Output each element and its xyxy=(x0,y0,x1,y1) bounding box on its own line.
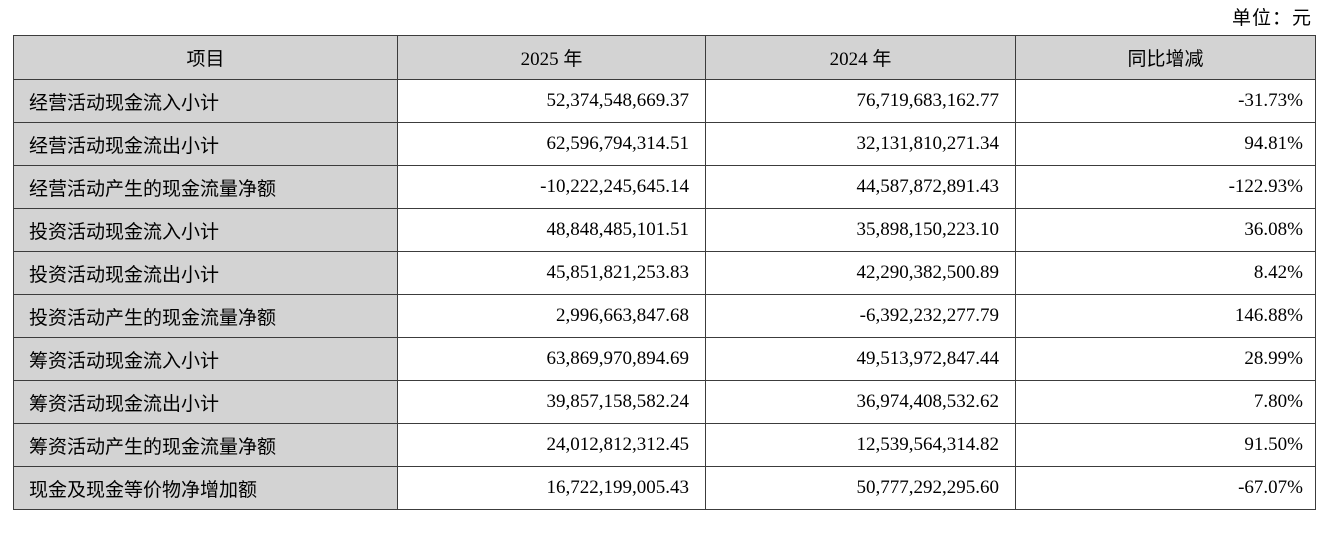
yoy-value: -67.07% xyxy=(1015,466,1316,510)
yoy-value: 91.50% xyxy=(1015,423,1316,467)
table-row: 投资活动现金流出小计 45,851,821,253.83 42,290,382,… xyxy=(13,251,1316,295)
table-row: 经营活动产生的现金流量净额 -10,222,245,645.14 44,587,… xyxy=(13,165,1316,209)
yoy-value: 7.80% xyxy=(1015,380,1316,424)
yoy-value: 8.42% xyxy=(1015,251,1316,295)
yoy-value: 146.88% xyxy=(1015,294,1316,338)
row-item-label: 投资活动现金流出小计 xyxy=(13,251,398,295)
yoy-value: -31.73% xyxy=(1015,79,1316,123)
value-2024: 49,513,972,847.44 xyxy=(705,337,1016,381)
table-row: 投资活动现金流入小计 48,848,485,101.51 35,898,150,… xyxy=(13,208,1316,252)
table-row: 筹资活动产生的现金流量净额 24,012,812,312.45 12,539,5… xyxy=(13,423,1316,467)
value-2025: 62,596,794,314.51 xyxy=(397,122,706,166)
table-row: 经营活动现金流入小计 52,374,548,669.37 76,719,683,… xyxy=(13,79,1316,123)
row-item-label: 投资活动现金流入小计 xyxy=(13,208,398,252)
row-item-label: 筹资活动现金流入小计 xyxy=(13,337,398,381)
value-2025: 52,374,548,669.37 xyxy=(397,79,706,123)
yoy-value: -122.93% xyxy=(1015,165,1316,209)
value-2024: 76,719,683,162.77 xyxy=(705,79,1016,123)
header-item: 项目 xyxy=(13,35,398,80)
header-2025: 2025 年 xyxy=(397,35,706,80)
value-2024: 50,777,292,295.60 xyxy=(705,466,1016,510)
value-2024: 42,290,382,500.89 xyxy=(705,251,1016,295)
value-2025: 48,848,485,101.51 xyxy=(397,208,706,252)
value-2025: 39,857,158,582.24 xyxy=(397,380,706,424)
yoy-value: 36.08% xyxy=(1015,208,1316,252)
value-2025: 45,851,821,253.83 xyxy=(397,251,706,295)
row-item-label: 经营活动产生的现金流量净额 xyxy=(13,165,398,209)
value-2024: -6,392,232,277.79 xyxy=(705,294,1016,338)
table-row: 经营活动现金流出小计 62,596,794,314.51 32,131,810,… xyxy=(13,122,1316,166)
row-item-label: 经营活动现金流出小计 xyxy=(13,122,398,166)
unit-label: 单位：元 xyxy=(1231,8,1312,29)
header-yoy-change: 同比增减 xyxy=(1015,35,1316,80)
table-row: 筹资活动现金流出小计 39,857,158,582.24 36,974,408,… xyxy=(13,380,1316,424)
table-row: 投资活动产生的现金流量净额 2,996,663,847.68 -6,392,23… xyxy=(13,294,1316,338)
yoy-value: 28.99% xyxy=(1015,337,1316,381)
value-2025: -10,222,245,645.14 xyxy=(397,165,706,209)
cash-flow-table: 项目 2025 年 2024 年 同比增减 经营活动现金流入小计 52,374,… xyxy=(13,35,1316,510)
row-item-label: 筹资活动产生的现金流量净额 xyxy=(13,423,398,467)
value-2024: 12,539,564,314.82 xyxy=(705,423,1016,467)
value-2025: 63,869,970,894.69 xyxy=(397,337,706,381)
table-row: 现金及现金等价物净增加额 16,722,199,005.43 50,777,29… xyxy=(13,466,1316,510)
value-2024: 35,898,150,223.10 xyxy=(705,208,1016,252)
table-header-row: 项目 2025 年 2024 年 同比增减 xyxy=(13,35,1316,80)
header-2024: 2024 年 xyxy=(705,35,1016,80)
row-item-label: 经营活动现金流入小计 xyxy=(13,79,398,123)
value-2024: 32,131,810,271.34 xyxy=(705,122,1016,166)
value-2024: 36,974,408,532.62 xyxy=(705,380,1016,424)
yoy-value: 94.81% xyxy=(1015,122,1316,166)
table-row: 筹资活动现金流入小计 63,869,970,894.69 49,513,972,… xyxy=(13,337,1316,381)
row-item-label: 筹资活动现金流出小计 xyxy=(13,380,398,424)
value-2025: 24,012,812,312.45 xyxy=(397,423,706,467)
row-item-label: 投资活动产生的现金流量净额 xyxy=(13,294,398,338)
value-2024: 44,587,872,891.43 xyxy=(705,165,1016,209)
value-2025: 2,996,663,847.68 xyxy=(397,294,706,338)
row-item-label: 现金及现金等价物净增加额 xyxy=(13,466,398,510)
value-2025: 16,722,199,005.43 xyxy=(397,466,706,510)
